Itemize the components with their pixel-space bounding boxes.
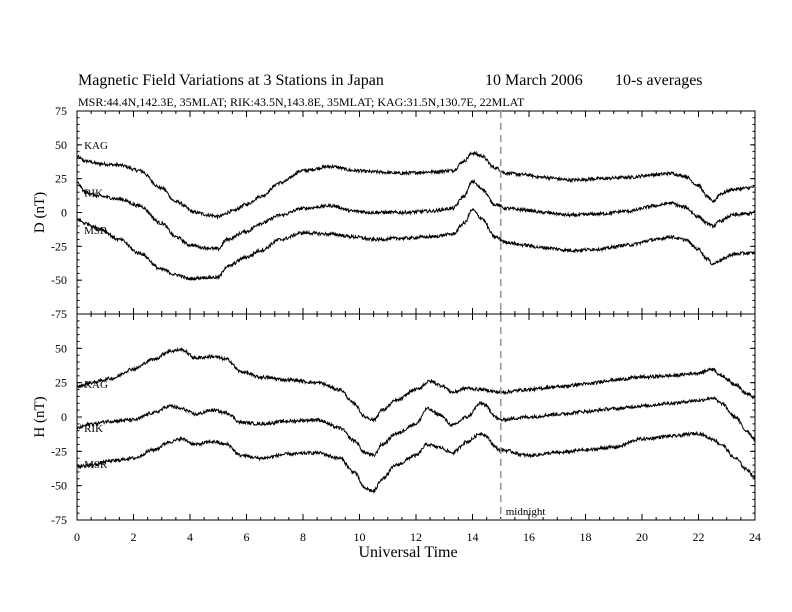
midnight-label: midnight <box>506 506 546 518</box>
chart-title-line: Magnetic Field Variations at 3 Stations … <box>78 72 703 144</box>
station-label-kag: KAG <box>84 379 108 391</box>
series-line-rik <box>76 178 756 252</box>
y-tick-label: -75 <box>51 307 67 321</box>
chart-date: 10 March 2006 <box>485 72 583 89</box>
y-tick-label: 0 <box>61 410 67 424</box>
x-tick-label: 18 <box>580 530 592 544</box>
y-tick-label: 0 <box>61 206 67 220</box>
station-label-kag: KAG <box>84 140 108 152</box>
chart-averaging: 10-s averages <box>615 72 703 89</box>
x-tick-label: 4 <box>187 530 193 544</box>
x-tick-label: 10 <box>354 530 366 544</box>
station-label-msr: MSR <box>84 225 108 237</box>
station-label-rik: RIK <box>84 423 103 435</box>
y-axis-label: D (nT) <box>32 192 48 233</box>
panel-top-d: -75 -50 -25 0 25 50 75 D (nT) KAG RIK MSR <box>32 104 756 321</box>
station-label-rik: RIK <box>84 187 103 199</box>
station-label-msr: MSR <box>84 459 108 471</box>
series-line-kag <box>76 150 756 220</box>
y-tick-label: 50 <box>55 138 67 152</box>
series-line-msr <box>76 207 756 281</box>
chart-subtitle-stations: MSR:44.4N,142.3E, 35MLAT; RIK:43.5N,143.… <box>78 95 525 109</box>
y-tick-label: -25 <box>51 239 67 253</box>
y-tick-label: -50 <box>51 273 67 287</box>
x-tick-label: 2 <box>131 530 137 544</box>
y-tick-label: 25 <box>55 172 67 186</box>
y-tick-label: -50 <box>51 479 67 493</box>
y-tick-label: 50 <box>55 341 67 355</box>
x-tick-label: 20 <box>636 530 648 544</box>
x-tick-label: 0 <box>74 530 80 544</box>
x-tick-label: 24 <box>749 530 761 544</box>
x-tick-label: 12 <box>410 530 422 544</box>
x-axis-label: Universal Time <box>358 544 457 561</box>
y-tick-label: 75 <box>55 104 67 118</box>
panel-frame <box>76 313 756 521</box>
series-line-msr <box>76 430 756 494</box>
x-tick-label: 8 <box>300 530 306 544</box>
x-tick-label: 6 <box>244 530 250 544</box>
x-tick-label: 22 <box>693 530 705 544</box>
series-line-rik <box>76 396 756 458</box>
y-tick-label: -75 <box>51 513 67 527</box>
chart-title: Magnetic Field Variations at 3 Stations … <box>78 72 384 89</box>
panel-bottom-h: -75 -50 -25 0 25 50 H (nT) KAG RIK MSR <box>32 313 756 527</box>
x-tick-label: 14 <box>467 530 479 544</box>
series-line-kag <box>76 346 756 423</box>
y-axis-label: H (nT) <box>32 396 48 437</box>
x-tick-label: 16 <box>523 530 535 544</box>
y-tick-label: -25 <box>51 444 67 458</box>
y-tick-label: 25 <box>55 376 67 390</box>
